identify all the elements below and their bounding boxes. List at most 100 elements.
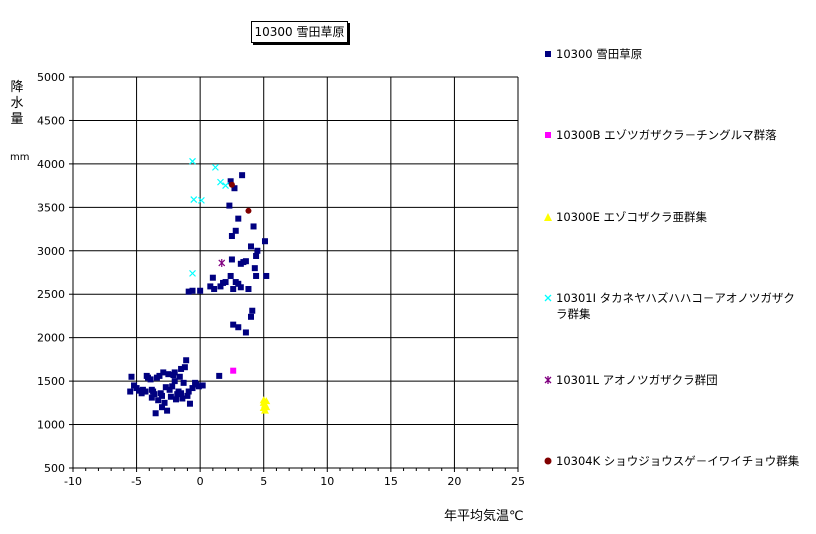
data-point: [211, 286, 218, 293]
data-point: [190, 196, 198, 203]
data-point: [197, 196, 205, 204]
data-point: [254, 247, 261, 254]
data-point: [217, 283, 224, 290]
data-point: [248, 243, 254, 250]
data-point: [230, 286, 237, 293]
y-tick-label: 5000: [37, 71, 65, 84]
data-point: [141, 388, 148, 395]
data-point: [171, 369, 178, 376]
data-point: [185, 288, 192, 295]
legend-marker-circle: [544, 457, 552, 465]
data-point: [155, 397, 162, 404]
y-tick-label: 3500: [37, 201, 65, 214]
data-point: [262, 397, 271, 405]
x-axis-ticks: -10 -5 0 5 10 15 20 25: [64, 468, 525, 488]
data-point: [222, 182, 229, 190]
data-point: [164, 407, 171, 414]
data-point: [226, 202, 233, 209]
data-point: [185, 388, 192, 395]
data-point: [181, 364, 188, 371]
data-point: [227, 272, 234, 279]
data-point: [242, 258, 249, 265]
data-point: [253, 272, 260, 279]
data-point: [165, 371, 172, 378]
legend-label: 10300E エゾコザクラ亜群集: [556, 210, 708, 224]
data-point: [160, 369, 167, 376]
y-axis-label-char: 降: [10, 80, 24, 95]
data-point: [209, 274, 216, 281]
data-point: [189, 385, 196, 392]
legend-marker-x: [544, 294, 552, 302]
data-point: [180, 379, 187, 386]
y-axis-unit: mm: [10, 152, 30, 163]
legend-marker-star: [544, 376, 552, 384]
data-point: [216, 372, 223, 379]
legend-marker-square: [545, 51, 551, 57]
data-point: [178, 365, 185, 372]
chart-title: 10300 雪田草原: [251, 21, 348, 43]
legend-marker-square: [545, 132, 551, 138]
x-tick-label: 25: [511, 475, 525, 488]
x-tick-label: 0: [197, 475, 204, 488]
data-point: [218, 258, 226, 267]
y-tick-label: 1000: [37, 419, 65, 432]
data-point: [156, 372, 163, 379]
legend-marker-triangle: [544, 213, 552, 221]
plot-area: [73, 77, 518, 468]
x-tick-label: 15: [384, 475, 398, 488]
data-point: [195, 383, 202, 390]
data-point: [253, 252, 260, 259]
data-point: [159, 392, 165, 399]
data-point: [179, 395, 186, 402]
data-point: [178, 390, 185, 397]
data-point: [261, 238, 268, 245]
legend-label: 10301L アオノツガザクラ群団: [556, 373, 718, 387]
x-tick-label: -10: [64, 475, 82, 488]
data-point: [189, 287, 196, 294]
x-tick-label: 5: [260, 475, 267, 488]
data-point: [242, 329, 249, 336]
data-point: [189, 269, 196, 277]
data-point: [211, 163, 219, 171]
y-axis-label: 降 水 量: [8, 80, 26, 128]
data-point: [207, 283, 214, 290]
data-point: [147, 376, 154, 383]
data-point: [230, 367, 237, 374]
y-axis-label-char: 量: [10, 112, 24, 127]
data-point: [159, 404, 165, 411]
data-point: [227, 178, 234, 185]
data-point: [199, 382, 206, 389]
data-point: [167, 393, 174, 400]
data-point: [184, 392, 191, 399]
gridlines: [73, 76, 519, 468]
y-tick-label: 4500: [37, 114, 65, 127]
data-point: [260, 406, 269, 414]
data-point: [239, 172, 246, 179]
data-point: [228, 233, 235, 240]
data-point: [166, 386, 173, 393]
data-point: [176, 373, 183, 380]
data-point: [228, 181, 235, 188]
data-point: [230, 321, 237, 328]
data-point: [186, 400, 193, 407]
x-tick-label: -5: [131, 475, 142, 488]
data-point: [171, 378, 178, 385]
data-point: [197, 287, 204, 294]
x-tick-label: 20: [447, 475, 461, 488]
data-point: [169, 383, 176, 390]
data-point: [245, 286, 252, 293]
data-point: [217, 178, 224, 186]
data-point: [128, 373, 135, 380]
data-point: [189, 157, 196, 165]
y-tick-label: 3000: [37, 245, 65, 258]
data-point: [249, 307, 256, 314]
data-point: [183, 357, 190, 364]
legend-label: 10300 雪田草原: [556, 47, 643, 61]
data-point: [263, 272, 270, 279]
legend-label: 10304K ショウジョウスゲ－イワイチョウ群集: [556, 454, 800, 468]
data-point: [251, 265, 258, 272]
legend-label: 10300B エゾツガザクラ－チングルマ群落: [556, 128, 777, 142]
y-tick-label: 2500: [37, 288, 65, 301]
y-axis-label-char: 水: [10, 96, 24, 111]
data-point: [127, 388, 134, 395]
